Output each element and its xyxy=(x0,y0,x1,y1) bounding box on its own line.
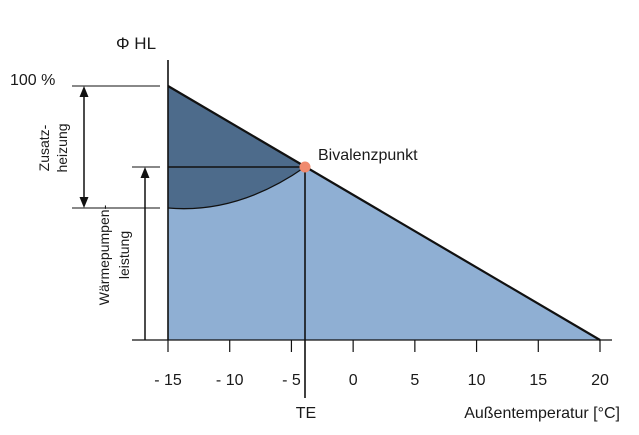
x-tick-label: 15 xyxy=(529,372,547,389)
x-tick-label: 5 xyxy=(410,372,419,389)
waermepumpe-line-2: leistung xyxy=(116,231,132,279)
zusatzheizung-line-1: Zusatz- xyxy=(36,124,52,171)
x-tick-labels: - 15 - 10 - 5 0 5 10 15 20 xyxy=(154,372,609,389)
x-tick-label: - 10 xyxy=(216,372,244,389)
zusatzheizung-area xyxy=(168,86,305,209)
te-label: TE xyxy=(296,405,316,422)
heat-load-line xyxy=(167,85,601,341)
x-tick-label: 20 xyxy=(591,372,609,389)
waermepumpe-area xyxy=(168,167,600,340)
arrow-head-up-icon xyxy=(79,86,89,97)
x-axis-label: Außentemperatur [°C] xyxy=(464,405,620,422)
bivalence-point xyxy=(299,161,311,173)
zusatzheizung-label: Zusatz- heizung xyxy=(36,123,70,172)
bivalence-label: Bivalenzpunkt xyxy=(318,147,418,164)
x-tick-label: - 5 xyxy=(282,372,301,389)
waermepumpe-line-1: Wärmepumpen- xyxy=(96,204,112,305)
x-axis-ticks xyxy=(167,340,601,352)
y-axis-label: Φ HL xyxy=(116,34,156,53)
x-tick-label: - 15 xyxy=(154,372,182,389)
x-tick-label: 0 xyxy=(349,372,358,389)
zusatzheizung-line-2: heizung xyxy=(54,123,70,172)
x-tick-label: 10 xyxy=(468,372,486,389)
arrow-head-down-icon xyxy=(79,197,89,208)
waermepumpe-label: Wärmepumpen- leistung xyxy=(96,204,132,305)
y-max-label: 100 % xyxy=(10,72,55,89)
heat-pump-curve xyxy=(167,166,306,210)
arrow-head-up-icon xyxy=(140,167,150,178)
